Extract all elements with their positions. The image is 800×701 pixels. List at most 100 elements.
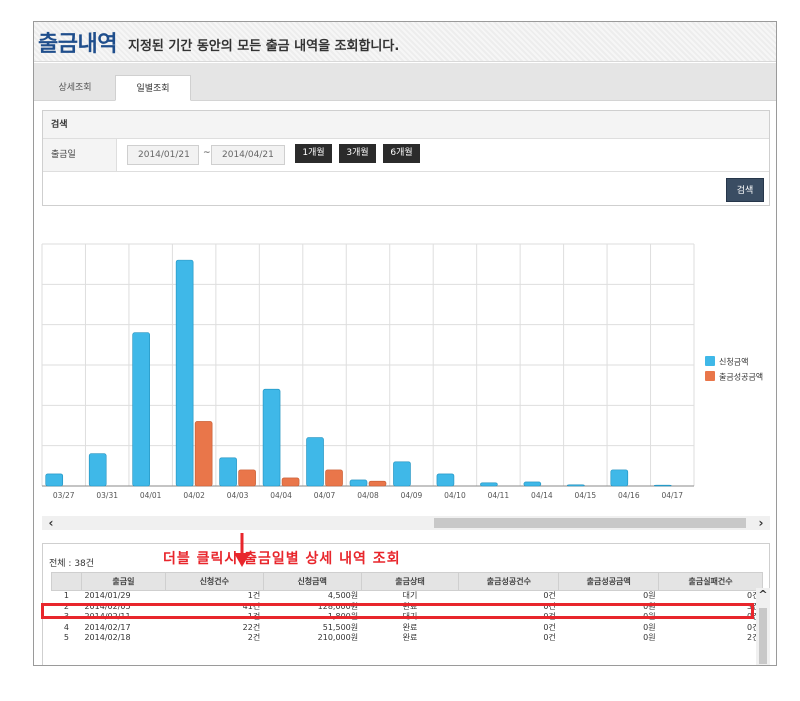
- chart-bar-success-04-04[interactable]: [281, 477, 300, 487]
- cell-failure-count: 0건: [747, 612, 760, 621]
- table-row[interactable]: 4 2014/02/17 22건 51,500원 완료 0건 0원 0건: [52, 623, 763, 634]
- column-header-request-amount[interactable]: 신청금액: [262, 572, 362, 591]
- cell-failure-count: 3건: [747, 601, 760, 611]
- cell-success-count: 0건: [543, 622, 556, 632]
- chart-bars: [45, 259, 672, 487]
- cell-status: 대기: [402, 591, 418, 600]
- x-tick-label: 04/11: [488, 491, 510, 500]
- chart-bar-requested-04-17[interactable]: [653, 484, 672, 487]
- period-3-months-button[interactable]: 3개월: [339, 144, 376, 163]
- cell-date: 2014/01/29: [84, 591, 131, 600]
- cell-date: 2014/02/18: [84, 633, 131, 642]
- cell-request-count: 41건: [242, 601, 261, 611]
- table-row[interactable]: 2 2014/02/05 41건 128,000원 완료 0건 0원 3건: [52, 602, 763, 613]
- period-1-month-button[interactable]: 1개월: [295, 144, 332, 163]
- chart-bar-success-04-03[interactable]: [238, 469, 256, 487]
- page-title: 출금내역: [38, 32, 117, 57]
- chart-bar-requested-04-07[interactable]: [306, 437, 324, 487]
- chart-bar-success-04-07[interactable]: [325, 469, 343, 487]
- x-tick-label: 04/01: [140, 491, 162, 500]
- scroll-right-icon[interactable]: ›: [758, 516, 764, 530]
- daily-grid-panel: 전체 : 38건 더블 클릭시 출금일별 상세 내역 조회 출금일 신청건수 신…: [42, 543, 770, 665]
- legend-label-success: 출금성공금액: [719, 372, 763, 382]
- cell-status: 완료: [402, 622, 418, 632]
- end-date-input[interactable]: 2014/04/21: [211, 145, 285, 165]
- x-tick-label: 04/03: [227, 491, 249, 500]
- chart-bar-requested-04-08[interactable]: [349, 479, 368, 487]
- cell-success-count: 0건: [543, 591, 556, 600]
- total-count: 전체 : 38건: [49, 559, 95, 569]
- app-window: 출금내역 지정된 기간 동안의 모든 출금 내역을 조회합니다. 상세조회 일별…: [33, 21, 777, 666]
- cell-request-amount: 4,500원: [327, 591, 359, 600]
- cell-status: 완료: [402, 633, 418, 642]
- column-header-date[interactable]: 출금일: [80, 572, 166, 591]
- chart-bar-success-04-08[interactable]: [368, 480, 387, 487]
- chart-bar-requested-03-31[interactable]: [88, 453, 107, 487]
- cell-date: 2014/02/17: [84, 622, 131, 632]
- chart-bar-requested-04-11[interactable]: [480, 482, 498, 487]
- period-6-months-button[interactable]: 6개월: [383, 144, 420, 163]
- chart-grid: [41, 243, 695, 487]
- legend-swatch-requested: [705, 356, 715, 366]
- table-header-row: 출금일 신청건수 신청금액 출금상태 출금성공건수 출금성공금액 출금실패건수: [51, 572, 763, 591]
- x-tick-label: 04/14: [531, 491, 553, 500]
- scroll-up-icon[interactable]: ^: [758, 588, 768, 601]
- daily-withdrawal-chart: 03/27 03/31 04/01 04/02 04/03 04/04 04/07 04/08…: [41, 243, 763, 500]
- cell-request-count: 2건: [247, 633, 261, 642]
- start-date-input[interactable]: 2014/01/21: [127, 145, 199, 165]
- column-header-success-amount[interactable]: 출금성공금액: [558, 572, 660, 591]
- chart-bar-requested-04-10[interactable]: [436, 473, 455, 487]
- chart-bar-success-04-02[interactable]: [194, 421, 213, 487]
- chart-bar-requested-04-04[interactable]: [262, 388, 281, 487]
- chart-bar-requested-04-09[interactable]: [393, 461, 411, 487]
- cell-failure-count: 0건: [747, 591, 760, 600]
- date-range-row: 출금일 2014/01/21 ~ 2014/04/21 1개월 3개월 6개월: [43, 139, 769, 172]
- table-row[interactable]: 3 2014/02/11 1건 1,800원 대기 0건 0원 0건: [52, 612, 763, 623]
- vertical-scroll-thumb[interactable]: [759, 608, 767, 664]
- x-tick-label: 04/15: [575, 491, 597, 500]
- column-header-index[interactable]: [51, 572, 82, 591]
- chart-x-ticks: 03/27 03/31 04/01 04/02 04/03 04/04 04/07 04/08…: [53, 491, 683, 500]
- column-header-status[interactable]: 출금상태: [360, 572, 460, 591]
- vertical-scrollbar[interactable]: ^: [756, 588, 770, 665]
- chart-bar-requested-04-16[interactable]: [610, 469, 629, 487]
- cell-success-count: 0건: [543, 601, 556, 611]
- cell-failure-count: 2건: [747, 633, 760, 642]
- horizontal-scroll-thumb[interactable]: [434, 518, 746, 528]
- column-header-failure-count[interactable]: 출금실패건수: [658, 572, 763, 591]
- chart-bar-requested-04-02[interactable]: [175, 259, 194, 487]
- horizontal-scrollbar[interactable]: ‹ ›: [42, 516, 770, 530]
- search-panel: 검색 출금일 2014/01/21 ~ 2014/04/21 1개월 3개월 6…: [42, 110, 770, 206]
- tab-daily-view[interactable]: 일별조회: [115, 75, 191, 101]
- cell-date: 2014/02/11: [84, 612, 131, 621]
- daily-withdrawal-table: 출금일 신청건수 신청금액 출금상태 출금성공건수 출금성공금액 출금실패건수 …: [51, 572, 763, 644]
- column-header-request-count[interactable]: 신청건수: [164, 572, 264, 591]
- search-button[interactable]: 검색: [726, 178, 764, 202]
- tab-detail-view[interactable]: 상세조회: [58, 83, 92, 93]
- cell-success-amount: 0원: [643, 612, 656, 621]
- cell-request-amount: 51,500원: [322, 622, 359, 632]
- chart-bar-requested-04-15[interactable]: [567, 484, 585, 487]
- title-bar: 출금내역 지정된 기간 동안의 모든 출금 내역을 조회합니다.: [34, 22, 776, 62]
- double-click-annotation: 더블 클릭시 출금일별 상세 내역 조회: [163, 551, 401, 567]
- x-tick-label: 04/17: [661, 491, 683, 500]
- cell-success-amount: 0원: [643, 622, 656, 632]
- chart-bar-requested-03-27[interactable]: [45, 473, 64, 487]
- date-field-label: 출금일: [43, 139, 117, 171]
- x-tick-label: 04/08: [357, 491, 379, 500]
- x-tick-label: 03/31: [96, 491, 118, 500]
- scroll-left-icon[interactable]: ‹: [48, 516, 54, 530]
- chart-bar-requested-04-14[interactable]: [523, 481, 542, 487]
- chart-bar-requested-04-03[interactable]: [219, 457, 237, 487]
- table-row[interactable]: 1 2014/01/29 1건 4,500원 대기 0건 0원 0건: [52, 591, 763, 602]
- cell-index: 5: [63, 633, 70, 642]
- table-row[interactable]: 5 2014/02/18 2건 210,000원 완료 0건 0원 2건: [52, 633, 763, 644]
- x-tick-label: 04/04: [270, 491, 292, 500]
- cell-request-count: 1건: [247, 612, 261, 621]
- column-header-success-count[interactable]: 출금성공건수: [458, 572, 560, 591]
- chart-bar-requested-04-01[interactable]: [132, 332, 150, 487]
- x-tick-label: 04/02: [183, 491, 205, 500]
- legend-label-requested: 신청금액: [719, 357, 748, 367]
- x-tick-label: 04/09: [401, 491, 423, 500]
